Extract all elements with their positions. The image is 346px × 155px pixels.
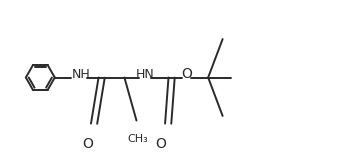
Text: O: O — [82, 137, 93, 151]
Text: O: O — [181, 67, 192, 81]
Text: O: O — [155, 137, 166, 151]
Text: NH: NH — [71, 68, 90, 81]
Text: CH₃: CH₃ — [127, 134, 148, 144]
Text: HN: HN — [136, 68, 154, 81]
